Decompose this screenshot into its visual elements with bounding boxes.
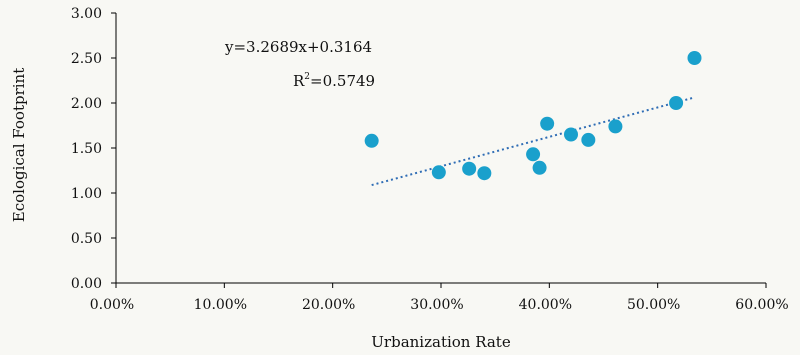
data-point (608, 119, 623, 134)
axes (115, 13, 766, 284)
data-points (364, 51, 702, 181)
y-tick-label: 3.00 (71, 6, 102, 22)
x-tick-label: 30.00% (410, 297, 463, 313)
data-point (477, 166, 492, 181)
data-point (581, 132, 596, 147)
data-point (540, 116, 555, 131)
x-tick-label: 40.00% (519, 297, 572, 313)
r-squared-superscript: 2 (304, 72, 310, 82)
y-tick-label: 1.50 (71, 141, 102, 157)
y-tick-label: 0.00 (71, 276, 102, 292)
y-tick-label: 1.00 (71, 186, 102, 202)
trendline-equation: y=3.2689x+0.3164 (224, 38, 372, 56)
x-tick-group: 0.00% 10.00% 20.00% 30.00% 40.00% 50.00% 60.00… (90, 283, 789, 313)
r-squared-symbol: R (293, 72, 305, 90)
y-axis-title: Ecological Footprint (10, 68, 28, 222)
data-point (532, 160, 547, 175)
data-point (687, 51, 702, 65)
x-tick-label: 50.00% (627, 297, 680, 313)
data-point (564, 127, 578, 142)
y-tick-group: 0.00 0.50 1.00 1.50 2.00 2.50 3.00 (71, 6, 116, 292)
data-point (431, 165, 446, 180)
y-tick-label: 0.50 (71, 231, 102, 247)
y-tick-label: 2.00 (71, 96, 102, 112)
x-tick-label: 20.00% (302, 297, 355, 313)
data-point (669, 96, 684, 110)
data-point (462, 161, 477, 176)
trendline (371, 96, 695, 187)
x-tick-label: 60.00% (735, 297, 788, 313)
x-tick-label: 10.00% (194, 297, 247, 313)
data-point (526, 147, 541, 162)
y-tick-label: 2.50 (71, 51, 102, 67)
r-squared-value: =0.5749 (310, 72, 375, 90)
x-tick-label: 0.00% (90, 297, 134, 313)
r-squared-label: R2=0.5749 (293, 72, 375, 90)
x-axis-title: Urbanization Rate (371, 333, 511, 351)
data-point (364, 133, 379, 148)
